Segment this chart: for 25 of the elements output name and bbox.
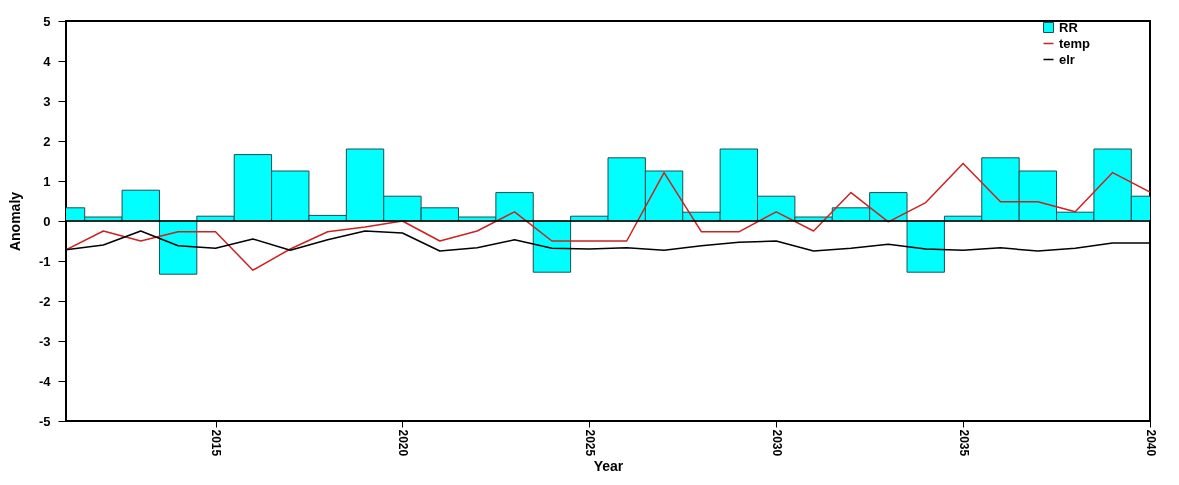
- y-tick-label: 4: [43, 53, 52, 69]
- y-tick-label: -3: [38, 333, 51, 349]
- y-tick-label: 1: [43, 173, 51, 189]
- legend-label: elr: [1059, 51, 1075, 67]
- y-tick-label: 2: [43, 133, 51, 149]
- x-tick-label: 2035: [956, 429, 971, 457]
- x-tick-label: 2030: [769, 429, 784, 457]
- y-tick-label: 0: [43, 213, 51, 229]
- legend-label: RR: [1059, 19, 1079, 35]
- y-tick-label: 3: [43, 93, 51, 109]
- x-tick-label: 2040: [1143, 429, 1158, 457]
- bar: [158, 220, 198, 275]
- x-tick-label: 2020: [395, 429, 410, 457]
- legend-label: temp: [1059, 35, 1091, 51]
- y-axis-title: Anomaly: [6, 191, 23, 252]
- y-tick-label: -5: [38, 413, 51, 429]
- x-tick-label: 2015: [209, 429, 224, 457]
- bar: [532, 220, 572, 273]
- y-tick-label: -1: [38, 253, 51, 269]
- bar: [906, 220, 945, 273]
- y-tick-label: -2: [38, 293, 51, 309]
- y-tick-label: -4: [38, 373, 52, 389]
- y-tick-label: 5: [43, 13, 51, 29]
- x-tick-label: 2025: [582, 429, 597, 457]
- x-axis-title: Year: [593, 458, 624, 475]
